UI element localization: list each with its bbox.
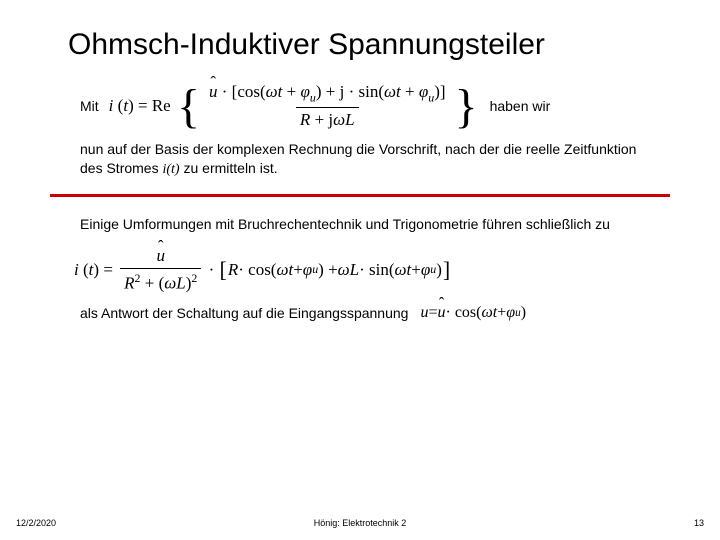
footer-center: Hönig: Elektrotechnik 2 [0, 518, 720, 528]
para1-b: zu ermitteln ist. [180, 160, 278, 176]
formula-1: i (t) = Re { u · [cos(ωt + φu) + j · sin… [109, 82, 480, 130]
it-inline: i(t) [162, 162, 179, 177]
paragraph-1: nun auf der Basis der komplexen Rechnung… [80, 140, 640, 180]
slide-title: Ohmsch-Induktiver Spannungsteiler [68, 28, 670, 62]
paragraph-3-row: als Antwort der Schaltung auf die Eingan… [80, 304, 640, 322]
intro-row: Mit i (t) = Re { u · [cos(ωt + φu) + j ·… [80, 82, 670, 130]
red-divider [50, 194, 670, 197]
formula-2: i (t) = u R2 + (ωL)2 · [R · cos(ωt + φu)… [74, 246, 670, 294]
paragraph-3: als Antwort der Schaltung auf die Eingan… [80, 305, 408, 321]
formula-3: u = u · cos(ωt + φu) [420, 304, 526, 322]
mit-label: Mit [80, 98, 99, 114]
footer-page: 13 [694, 518, 704, 528]
paragraph-2: Einige Umformungen mit Bruchrechentechni… [80, 215, 640, 234]
haben-label: haben wir [490, 98, 551, 114]
